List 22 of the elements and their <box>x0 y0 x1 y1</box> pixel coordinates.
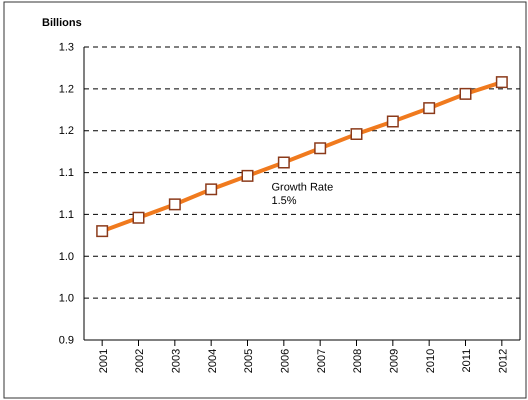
y-tick-label: 0.9 <box>58 334 74 347</box>
y-tick-label: 1.1 <box>58 208 74 221</box>
y-tick-label: 1.3 <box>58 42 74 54</box>
x-tick-label: 2001 <box>98 348 110 374</box>
x-tick-label: 2008 <box>352 348 364 374</box>
x-tick-label: 2007 <box>316 348 328 374</box>
x-tick-label: 2009 <box>388 348 400 374</box>
x-tick-label: 2010 <box>424 348 437 374</box>
x-tick-label: 2012 <box>497 348 510 374</box>
y-tick-label: 1.2 <box>58 125 74 138</box>
x-tick-label: 2003 <box>170 348 182 374</box>
y-axis-title: Billions <box>42 17 82 29</box>
x-tick-label: 2002 <box>134 348 146 374</box>
y-tick-label: 1.0 <box>58 292 74 305</box>
y-tick-label: 1.2 <box>58 83 74 96</box>
y-tick-label: 1.1 <box>58 167 74 180</box>
x-tick-label: 2005 <box>243 348 256 374</box>
x-tick-label: 2004 <box>206 348 219 374</box>
x-tick-label: 2011 <box>461 348 474 372</box>
x-tick-label: 2006 <box>279 348 292 374</box>
annotation: Growth Rate 1.5% <box>271 182 334 207</box>
y-tick-label: 1.0 <box>58 250 74 263</box>
